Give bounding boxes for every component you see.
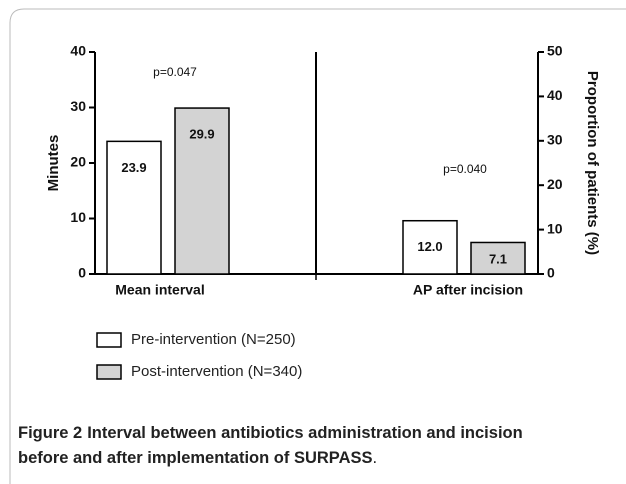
frame bbox=[9, 8, 626, 484]
annotation: p=0.047 bbox=[153, 65, 197, 79]
caption-label: Figure 2 bbox=[18, 424, 82, 442]
annotation: p=0.040 bbox=[443, 162, 487, 176]
x-tick-label: AP after incision bbox=[413, 282, 523, 298]
caption-line: Figure 2 Interval between antibiotics adm… bbox=[18, 424, 523, 442]
bar bbox=[402, 219, 458, 275]
y2-tick-label: 0 bbox=[547, 265, 555, 281]
y-axis-title: Minutes bbox=[45, 135, 62, 192]
bar bbox=[106, 140, 162, 275]
y-tick-label: 0 bbox=[78, 265, 86, 281]
y2-tick-label: 30 bbox=[547, 132, 563, 148]
legend-label: Pre-intervention (N=250) bbox=[131, 331, 296, 348]
value-label: 12.0 bbox=[417, 239, 442, 254]
caption-text: Interval between antibiotics administrat… bbox=[87, 424, 523, 442]
caption-line: before and after implementation of SURPA… bbox=[18, 449, 377, 467]
legend-swatch bbox=[96, 364, 122, 380]
y-tick-label: 10 bbox=[70, 209, 86, 225]
y-tick-label: 20 bbox=[70, 154, 86, 170]
bar bbox=[470, 241, 526, 275]
caption-text: before and after implementation of SURPA… bbox=[18, 449, 373, 467]
y2-tick-label: 10 bbox=[547, 220, 563, 236]
x-tick-label: Mean interval bbox=[115, 282, 204, 298]
y-tick-label: 40 bbox=[70, 43, 86, 59]
y2-tick-label: 40 bbox=[547, 87, 563, 103]
legend-swatch bbox=[96, 332, 122, 348]
legend-label: Post-intervention (N=340) bbox=[131, 363, 302, 380]
value-label: 23.9 bbox=[121, 160, 146, 175]
y2-tick-label: 20 bbox=[547, 176, 563, 192]
y2-tick-label: 50 bbox=[547, 43, 563, 59]
value-label: 29.9 bbox=[189, 126, 214, 141]
y-tick-label: 30 bbox=[70, 98, 86, 114]
caption-end: . bbox=[373, 449, 378, 467]
y2-axis-title: Proportion of patients (%) bbox=[584, 71, 601, 255]
value-label: 7.1 bbox=[489, 252, 507, 267]
bar bbox=[174, 107, 230, 275]
